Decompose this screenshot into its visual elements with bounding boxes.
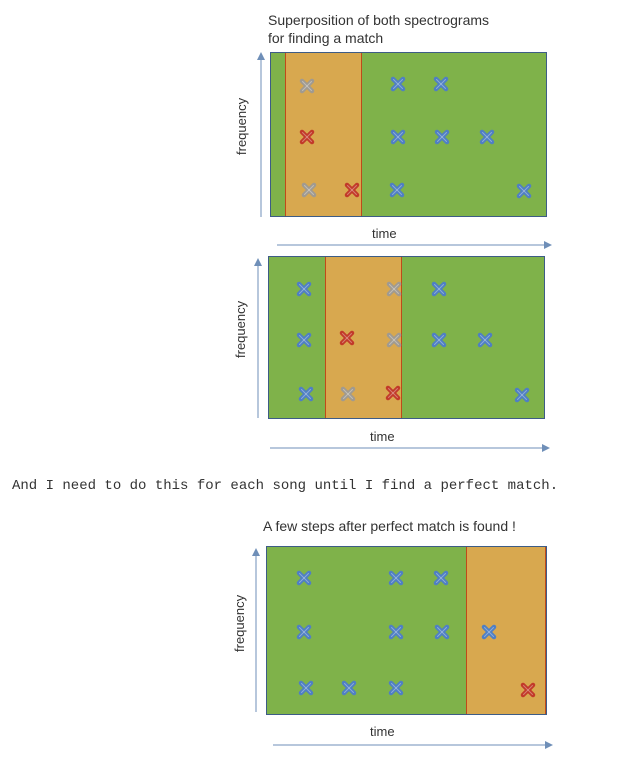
explanation-text: And I need to do this for each song unti… [12,478,559,494]
blue-peak-marker [298,386,314,402]
blue-peak-marker [516,183,532,199]
x-axis-label-time: time [370,724,395,739]
x-axis-label-time: time [372,226,397,241]
caption-top-line2: for finding a match [268,30,384,46]
blue-peak-marker [477,332,493,348]
blue-peak-marker [388,570,404,586]
blue-peak-marker [298,680,314,696]
blue-peak-marker [296,570,312,586]
gray-peak-marker [299,78,315,94]
gray-peak-marker [386,281,402,297]
red-peak-marker [339,330,355,346]
y-axis-label-frequency: frequency [232,594,247,652]
blue-peak-marker [514,387,530,403]
caption-bottom: A few steps after perfect match is found… [263,518,516,534]
blue-peak-marker [479,129,495,145]
blue-peak-marker [433,76,449,92]
red-peak-marker [299,129,315,145]
caption-top-line1: Superposition of both spectrograms [268,12,490,28]
y-axis-label-frequency: frequency [233,300,248,358]
red-peak-marker [385,385,401,401]
gray-peak-marker [386,332,402,348]
red-peak-marker [344,182,360,198]
blue-peak-marker [431,281,447,297]
x-axis-label-time: time [370,429,395,444]
blue-peak-marker [388,624,404,640]
blue-peak-marker [341,680,357,696]
blue-peak-marker [434,129,450,145]
blue-peak-marker [296,281,312,297]
blue-peak-marker [390,129,406,145]
blue-peak-marker [433,570,449,586]
blue-peak-marker [389,182,405,198]
gray-peak-marker [340,386,356,402]
blue-peak-marker [388,680,404,696]
blue-peak-marker [434,624,450,640]
y-axis-label-frequency: frequency [234,97,249,155]
blue-peak-marker [481,624,497,640]
gray-peak-marker [301,182,317,198]
red-peak-marker [520,682,536,698]
blue-peak-marker [390,76,406,92]
blue-peak-marker [296,624,312,640]
blue-peak-marker [431,332,447,348]
spectrogram-panel [266,546,547,715]
blue-peak-marker [296,332,312,348]
